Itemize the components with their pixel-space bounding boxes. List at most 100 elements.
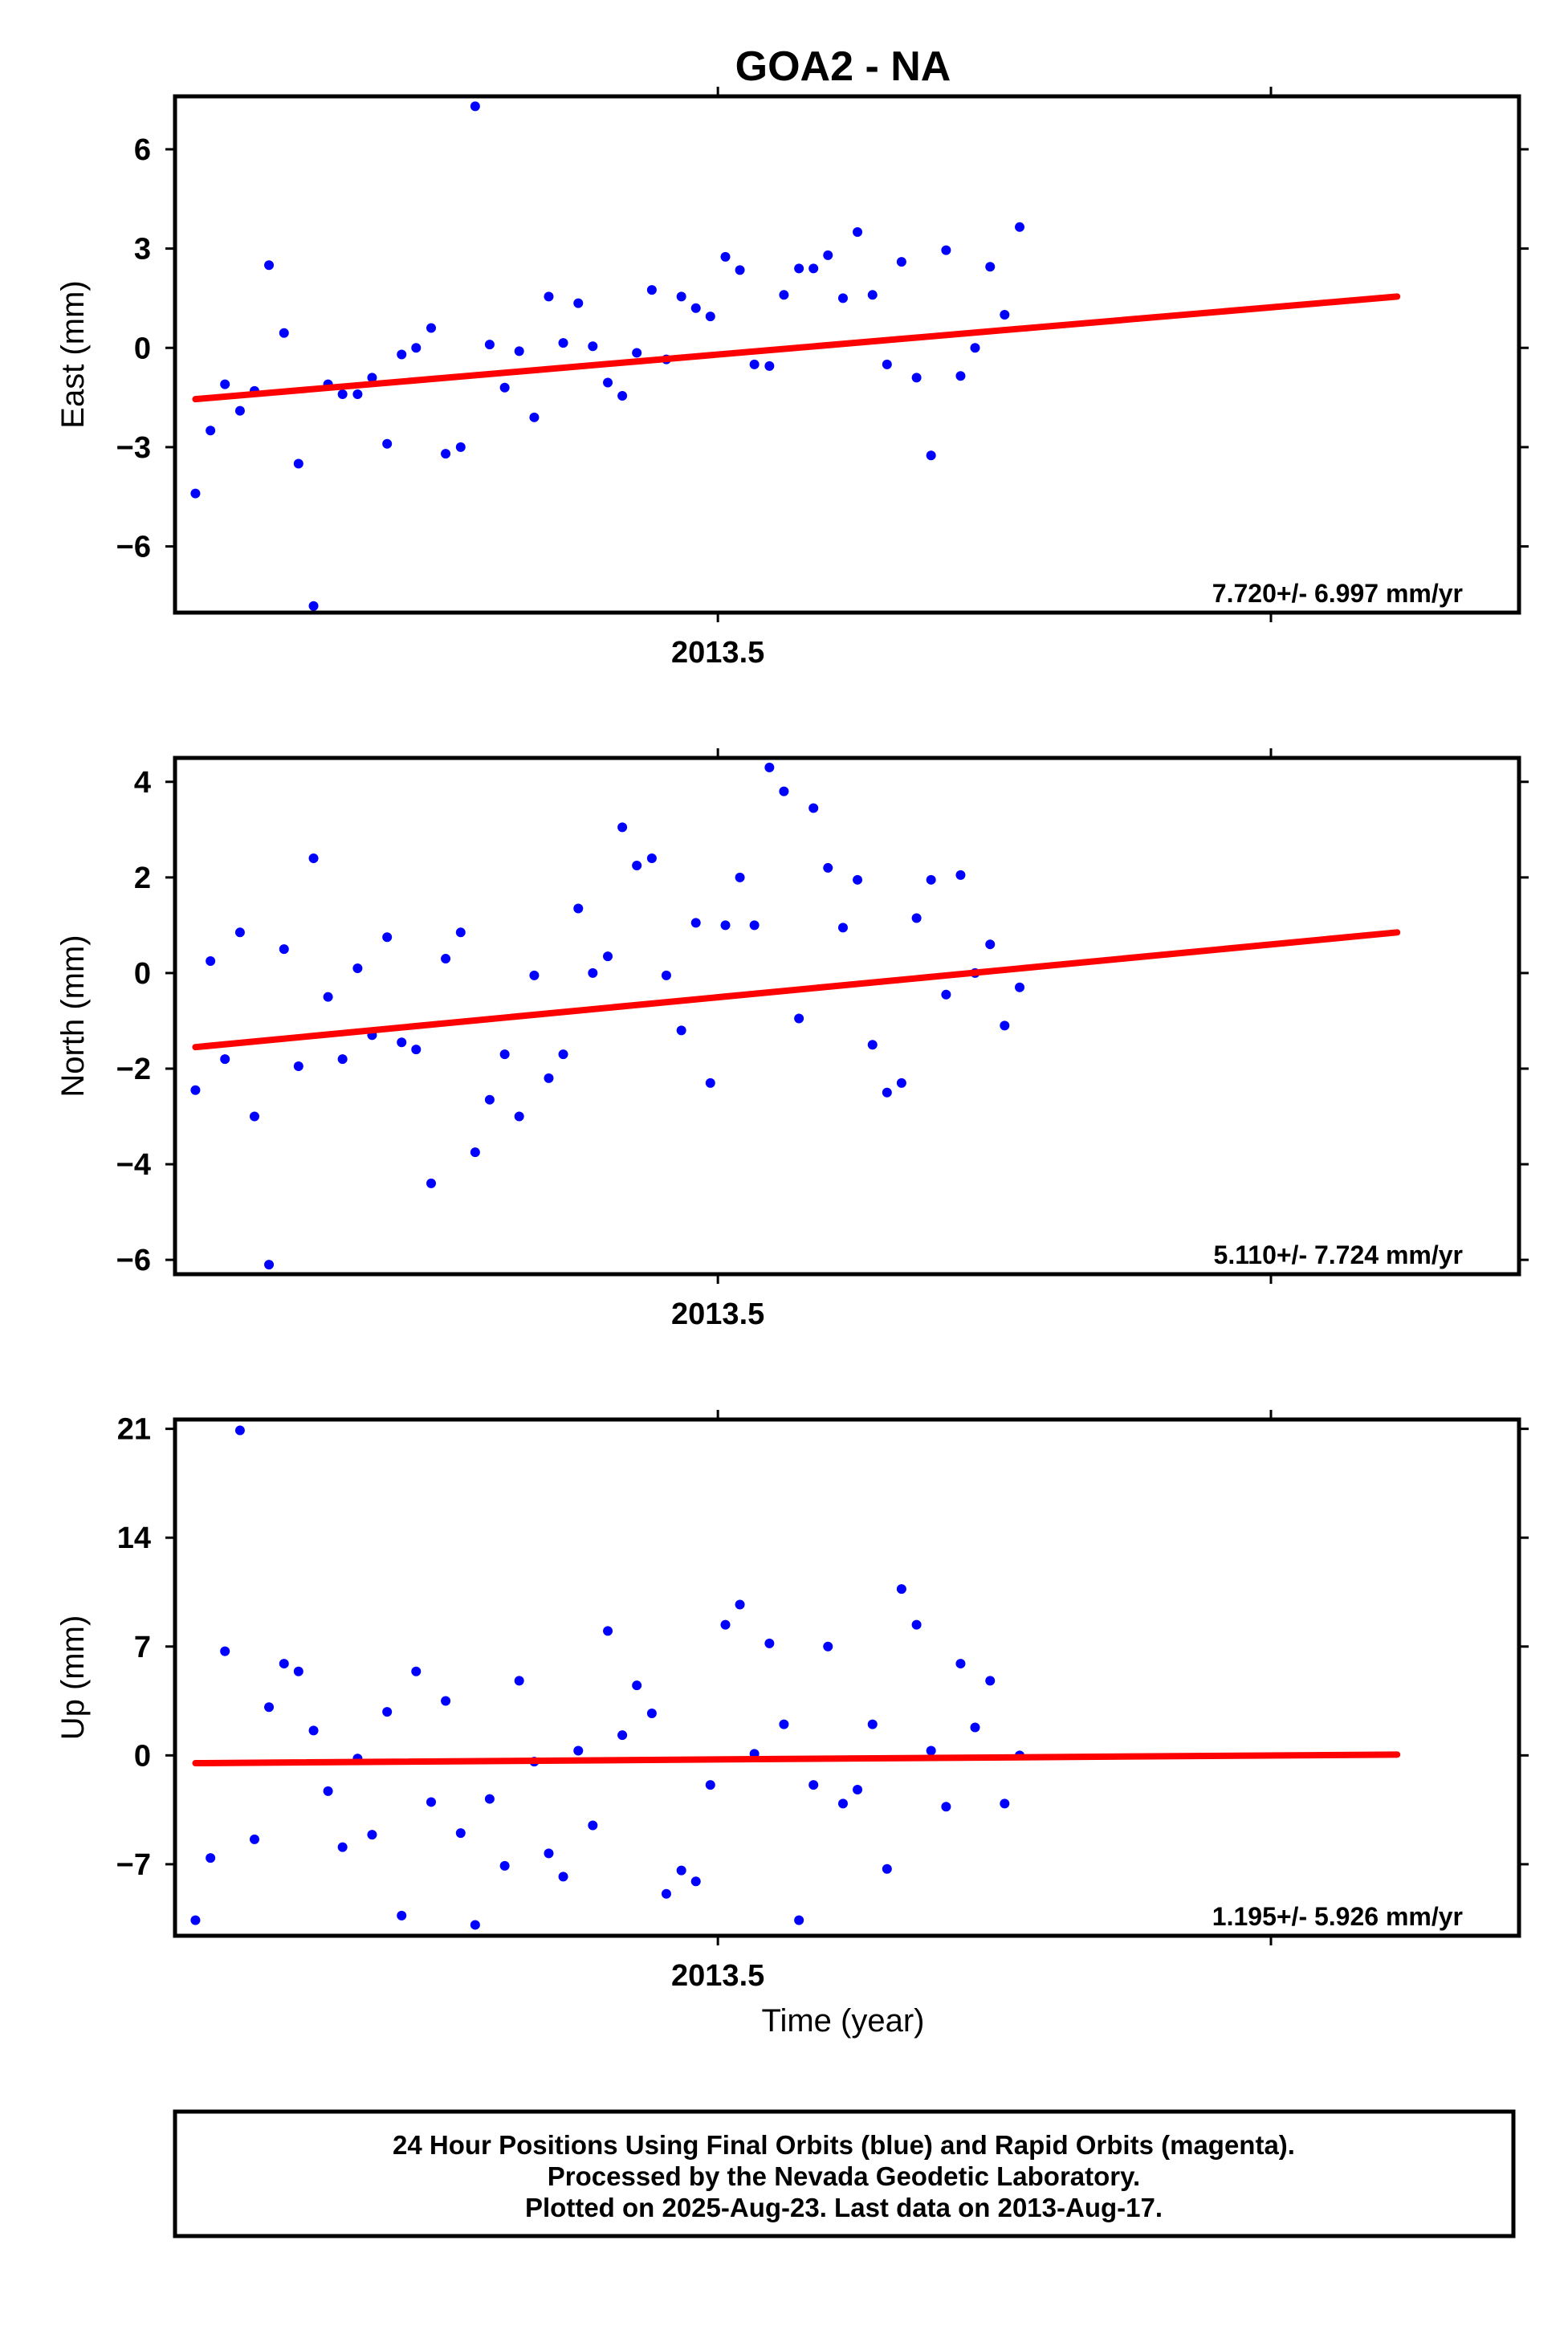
- north-ytick-label: −6: [116, 1244, 151, 1277]
- north-trend-line: [192, 929, 1401, 1051]
- east-data-point: [190, 488, 201, 499]
- north-panel: 4 2 0 −2 −4 −6 2013.5 North (mm) 5.110+/- 7.724 …: [55, 748, 1529, 1331]
- east-data-point: [514, 346, 524, 356]
- up-data-point: [337, 1842, 348, 1852]
- up-data-point: [661, 1888, 671, 1899]
- up-data-point: [220, 1646, 230, 1656]
- east-data-point: [955, 371, 966, 381]
- east-data-point: [352, 389, 363, 399]
- east-data-point: [382, 438, 393, 449]
- up-data-point: [279, 1659, 289, 1669]
- up-data-point: [617, 1730, 628, 1741]
- north-data-point: [544, 1073, 554, 1083]
- east-data-point: [705, 312, 715, 322]
- north-data-point: [382, 932, 393, 943]
- east-trend-line: [192, 293, 1401, 403]
- east-data-point: [337, 389, 348, 399]
- up-data-point: [484, 1794, 495, 1804]
- east-data-point: [896, 257, 906, 267]
- up-data-point: [367, 1830, 377, 1840]
- up-rate-label: 1.195+/- 5.926 mm/yr: [1212, 1902, 1463, 1931]
- east-data-point: [293, 458, 303, 469]
- north-data-point: [955, 870, 966, 880]
- north-data-point: [190, 1085, 201, 1095]
- north-data-point: [735, 872, 745, 882]
- up-data-point: [455, 1828, 466, 1839]
- north-data-point: [646, 853, 657, 864]
- up-ytick-label: −7: [116, 1848, 151, 1882]
- north-data-point: [573, 903, 584, 914]
- east-points: [190, 101, 1025, 611]
- north-data-point: [529, 970, 540, 980]
- up-data-point: [808, 1780, 819, 1790]
- north-data-point: [558, 1049, 568, 1060]
- up-data-point: [206, 1853, 216, 1864]
- up-data-point: [426, 1797, 437, 1807]
- up-data-point: [911, 1619, 922, 1630]
- east-data-point: [749, 359, 760, 369]
- north-data-point: [337, 1054, 348, 1065]
- north-data-point: [749, 920, 760, 931]
- north-ytick-label: 2: [134, 862, 151, 895]
- up-y-axis-label: Up (mm): [55, 1615, 91, 1741]
- east-data-point: [941, 245, 951, 255]
- panels: 6 3 0 −3 −6 2013.5 East (mm) 7.720+/- 6.997 mm/…: [55, 87, 1529, 1993]
- north-data-point: [308, 853, 319, 864]
- up-data-point: [588, 1820, 598, 1831]
- up-ytick-label: 7: [134, 1631, 151, 1664]
- north-data-point: [823, 862, 833, 873]
- north-data-point: [426, 1178, 437, 1188]
- up-data-point: [941, 1802, 951, 1812]
- north-data-point: [779, 786, 789, 796]
- east-data-point: [617, 391, 628, 401]
- up-data-point: [308, 1725, 319, 1736]
- east-y-axis-label: East (mm): [55, 280, 91, 428]
- up-data-point: [441, 1696, 451, 1706]
- up-data-point: [1000, 1798, 1010, 1809]
- east-data-point: [690, 303, 701, 313]
- north-data-point: [867, 1040, 878, 1050]
- east-data-point: [558, 338, 568, 348]
- north-data-point: [279, 944, 289, 955]
- north-data-point: [632, 860, 642, 870]
- north-data-point: [764, 762, 775, 772]
- north-ytick-label: −2: [116, 1053, 151, 1086]
- up-data-point: [970, 1722, 980, 1733]
- north-data-point: [397, 1037, 407, 1048]
- up-ytick-label: 14: [117, 1521, 151, 1555]
- east-xtick-label: 2013.5: [671, 636, 764, 670]
- north-data-point: [676, 1025, 686, 1036]
- up-data-point: [823, 1641, 833, 1652]
- up-data-point: [558, 1872, 568, 1882]
- up-data-point: [955, 1659, 966, 1669]
- up-data-point: [735, 1599, 745, 1610]
- east-data-point: [455, 442, 466, 452]
- up-data-point: [764, 1638, 775, 1648]
- east-data-point: [720, 251, 731, 262]
- north-data-point: [234, 927, 245, 938]
- east-data-point: [794, 263, 804, 274]
- east-data-point: [676, 291, 686, 302]
- east-data-point: [411, 343, 422, 353]
- east-ytick-label: 6: [134, 133, 151, 167]
- east-data-point: [470, 101, 480, 112]
- north-data-point: [926, 874, 936, 885]
- up-data-point: [676, 1865, 686, 1876]
- east-data-point: [529, 412, 540, 422]
- up-data-point: [234, 1425, 245, 1436]
- up-data-point: [853, 1784, 863, 1794]
- north-rate-label: 5.110+/- 7.724 mm/yr: [1214, 1240, 1463, 1269]
- up-data-point: [323, 1786, 333, 1796]
- up-data-point: [779, 1719, 789, 1729]
- up-points: [190, 1425, 1025, 1930]
- up-data-point: [690, 1876, 701, 1887]
- east-frame: [173, 94, 1521, 615]
- north-data-point: [661, 970, 671, 980]
- east-ytick-label: −6: [116, 531, 151, 564]
- north-data-point: [455, 927, 466, 938]
- north-xtick-label: 2013.5: [671, 1297, 764, 1331]
- east-data-point: [234, 405, 245, 416]
- east-data-point: [808, 263, 819, 274]
- north-data-point: [1015, 982, 1025, 992]
- footer-line-1: 24 Hour Positions Using Final Orbits (bl…: [393, 2130, 1295, 2160]
